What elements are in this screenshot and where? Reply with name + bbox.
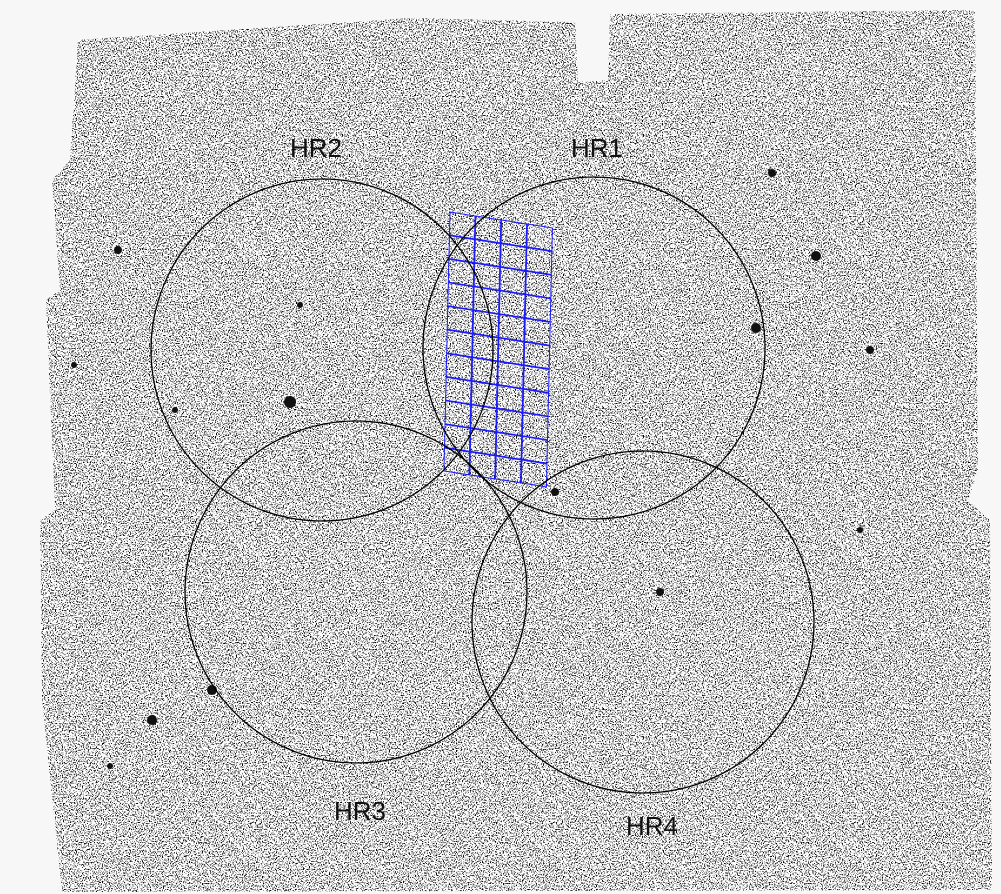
page: HR1 HR2 HR3 HR4 (() => { const data = JS… [0,0,1001,894]
field-label: HR1 [571,133,623,163]
mosaic [0,0,1001,894]
noise [0,0,1001,894]
field-label: HR4 [626,811,678,841]
sky-image: HR1 HR2 HR3 HR4 [0,0,1001,894]
field-label: HR2 [290,133,342,163]
field-label: HR3 [334,796,386,826]
